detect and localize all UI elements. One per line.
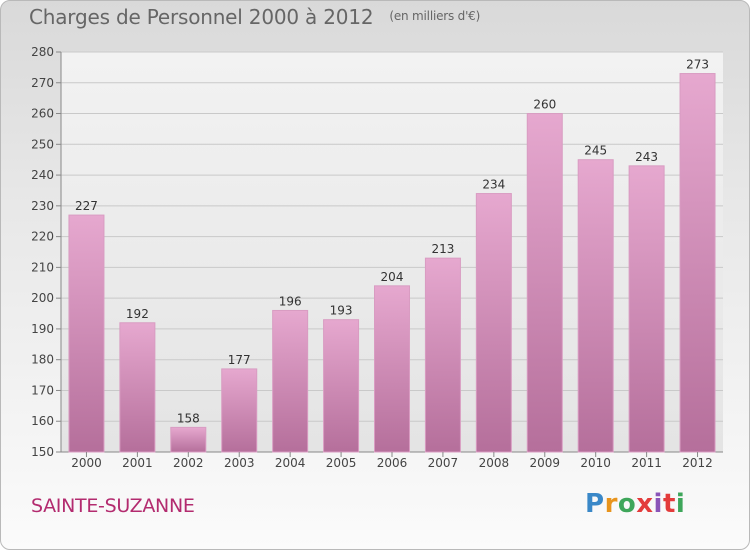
- y-tick-label: 160: [31, 414, 54, 428]
- title-text: Charges de Personnel 2000 à 2012: [29, 5, 374, 29]
- bar-value-label: 196: [279, 294, 302, 308]
- logo-letter: t: [662, 489, 676, 519]
- bar: [221, 368, 258, 453]
- bar: [628, 165, 665, 453]
- x-tick-label: 2000: [71, 456, 102, 470]
- bar: [272, 309, 309, 453]
- x-tick-label: 2001: [122, 456, 153, 470]
- bar-value-label: 243: [635, 150, 658, 164]
- bar-value-label: 158: [177, 411, 200, 425]
- y-tick-label: 240: [31, 168, 54, 182]
- chart-title: Charges de Personnel 2000 à 2012 (en mill…: [29, 5, 480, 29]
- x-tick-label: 2011: [631, 456, 662, 470]
- x-tick-label: 2005: [326, 456, 357, 470]
- x-tick-label: 2003: [224, 456, 255, 470]
- logo-letter: P: [585, 489, 605, 519]
- bar-value-label: 192: [126, 307, 149, 321]
- bar: [679, 73, 716, 453]
- y-tick-label: 220: [31, 230, 54, 244]
- logo-letter: r: [604, 489, 618, 519]
- y-tick-label: 190: [31, 322, 54, 336]
- x-tick-label: 2010: [580, 456, 611, 470]
- x-tick-label: 2012: [682, 456, 713, 470]
- bar: [119, 322, 156, 453]
- x-tick-label: 2006: [377, 456, 408, 470]
- y-tick-label: 170: [31, 383, 54, 397]
- y-tick-label: 270: [31, 76, 54, 90]
- x-tick-label: 2004: [275, 456, 306, 470]
- bar-value-label: 204: [381, 270, 404, 284]
- y-tick-label: 260: [31, 107, 54, 121]
- bar: [526, 113, 563, 453]
- bar-value-label: 234: [482, 178, 505, 192]
- plot-area: 150 160 170 180 190 200 210 220 230 240 250 260 270 2…: [31, 45, 723, 470]
- bar-value-label: 273: [686, 58, 709, 72]
- bar-value-label: 227: [75, 199, 98, 213]
- y-tick-label: 280: [31, 45, 54, 59]
- x-tick-label: 2007: [428, 456, 459, 470]
- logo-letter: x: [636, 489, 654, 519]
- bar-value-label: 245: [584, 144, 607, 158]
- y-tick-label: 250: [31, 137, 54, 151]
- bar: [577, 159, 614, 453]
- y-tick-label: 210: [31, 260, 54, 274]
- x-tick-label: 2002: [173, 456, 204, 470]
- y-tick-label: 230: [31, 199, 54, 213]
- proxiti-logo: Proxiti: [585, 489, 685, 519]
- bar: [68, 214, 105, 453]
- y-tick-label: 180: [31, 353, 54, 367]
- bar-value-label: 177: [228, 353, 251, 367]
- x-tick-label: 2009: [529, 456, 560, 470]
- logo-letter: i: [653, 489, 663, 519]
- bar-value-label: 193: [330, 304, 353, 318]
- bar: [170, 426, 207, 453]
- bar: [323, 319, 360, 453]
- y-tick-label: 150: [31, 445, 54, 459]
- chart-subtitle: (en milliers d'€): [389, 9, 481, 23]
- logo-letter: i: [675, 489, 686, 519]
- city-name: SAINTE-SUZANNE: [31, 495, 195, 517]
- bar: [374, 285, 410, 453]
- bar: [475, 193, 512, 453]
- bar: [424, 257, 461, 453]
- y-tick-label: 200: [31, 291, 54, 305]
- bar-value-label: 260: [533, 98, 556, 112]
- bar-value-label: 213: [431, 242, 454, 256]
- logo-letter: o: [617, 489, 637, 519]
- x-tick-label: 2008: [479, 456, 510, 470]
